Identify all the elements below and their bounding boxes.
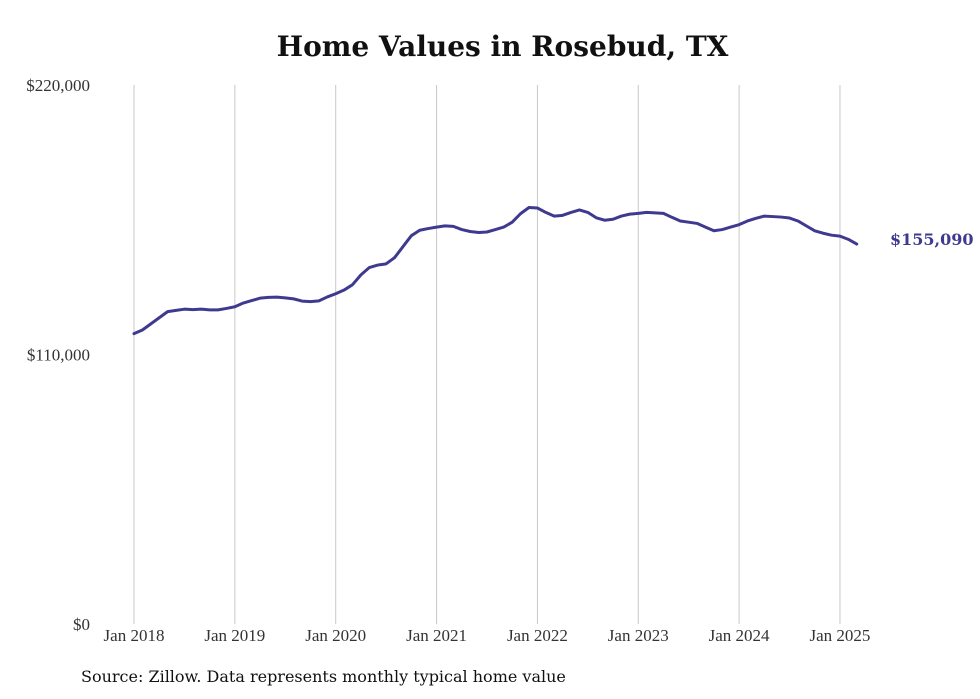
x-tick-label: Jan 2021 — [406, 626, 467, 645]
x-tick-label: Jan 2023 — [608, 626, 669, 645]
x-tick-label: Jan 2020 — [305, 626, 366, 645]
series-line — [132, 206, 859, 336]
x-tick-label: Jan 2024 — [709, 626, 770, 645]
source-note: Source: Zillow. Data represents monthly … — [81, 667, 566, 686]
y-tick-label: $0 — [73, 615, 90, 634]
x-tick-label: Jan 2018 — [104, 626, 165, 645]
x-tick-label: Jan 2022 — [507, 626, 568, 645]
x-axis-ticks: Jan 2018 Jan 2019 Jan 2020 Jan 2021 Jan 2022… — [104, 626, 871, 645]
series: $155,090 — [132, 206, 974, 336]
y-tick-label: $110,000 — [27, 346, 90, 365]
grid-lines — [133, 85, 841, 624]
chart-title: Home Values in Rosebud, TX — [276, 30, 729, 63]
y-axis-ticks: $0 $110,000 $220,000 — [26, 76, 90, 634]
x-tick-label: Jan 2025 — [809, 626, 870, 645]
end-value-label: $155,090 — [890, 230, 974, 249]
x-tick-label: Jan 2019 — [204, 626, 265, 645]
y-tick-label: $220,000 — [26, 76, 90, 95]
